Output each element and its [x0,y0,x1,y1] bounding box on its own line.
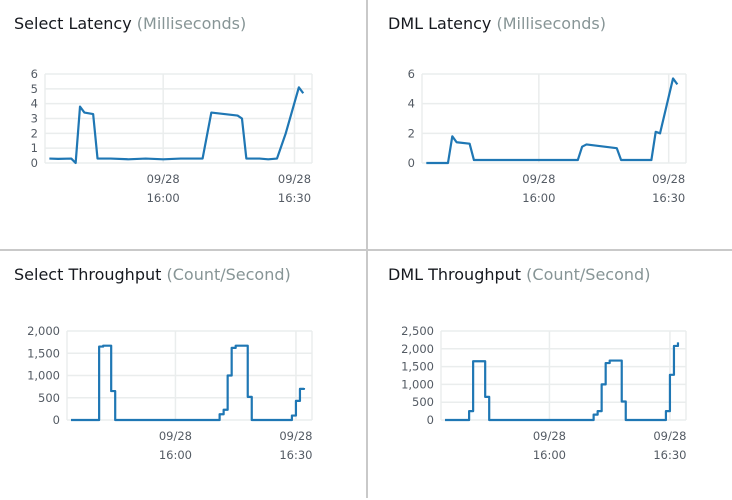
y-tick-label: 0 [53,413,60,427]
x-tick-time: 16:30 [652,191,685,205]
y-tick-label: 1 [31,141,38,155]
series-line [49,87,303,163]
y-tick-label: 0 [408,156,415,170]
y-tick-label: 4 [408,97,415,111]
y-tick-label: 0 [427,413,434,427]
x-tick-date: 09/28 [147,172,180,186]
y-tick-label: 1,000 [27,369,60,383]
x-tick-date: 09/28 [159,429,192,443]
x-tick-time: 16:00 [533,448,566,462]
x-tick-date: 09/28 [533,429,566,443]
x-tick-time: 16:30 [278,191,311,205]
y-tick-label: 1,000 [401,377,434,391]
y-tick-label: 2,000 [27,324,60,338]
y-tick-label: 2,500 [401,324,434,338]
x-tick-date: 09/28 [279,429,312,443]
y-tick-label: 0 [31,156,38,170]
x-tick-date: 09/28 [653,429,686,443]
y-tick-label: 6 [31,67,38,81]
y-tick-label: 500 [412,395,434,409]
y-tick-label: 2 [31,126,38,140]
y-tick-label: 6 [408,67,415,81]
y-tick-label: 2 [408,126,415,140]
y-tick-label: 1,500 [401,360,434,374]
series-line [445,342,678,420]
chart-dml-throughput: 0 500 1,000 1,500 2,000 2,500 09/28 16:00 09/28 1… [368,251,732,500]
y-tick-label: 3 [31,112,38,126]
x-tick-date: 09/28 [278,172,311,186]
y-tick-label: 500 [38,391,60,405]
y-tick-label: 4 [31,97,38,111]
chart-dml-latency: 0 2 4 6 09/28 16:00 09/28 16:30 [368,0,732,249]
series-line [71,346,304,420]
y-tick-label: 1,500 [27,346,60,360]
x-tick-time: 16:00 [159,448,192,462]
x-tick-date: 09/28 [522,172,555,186]
chart-select-throughput: 0 500 1,000 1,500 2,000 09/28 16:00 09/28 16:30 [0,251,366,500]
x-tick-time: 16:00 [522,191,555,205]
x-tick-time: 16:30 [653,448,686,462]
x-tick-time: 16:30 [279,448,312,462]
x-tick-date: 09/28 [652,172,685,186]
series-line [426,78,677,163]
y-tick-label: 2,000 [401,342,434,356]
x-tick-time: 16:00 [147,191,180,205]
y-tick-label: 5 [31,82,38,96]
